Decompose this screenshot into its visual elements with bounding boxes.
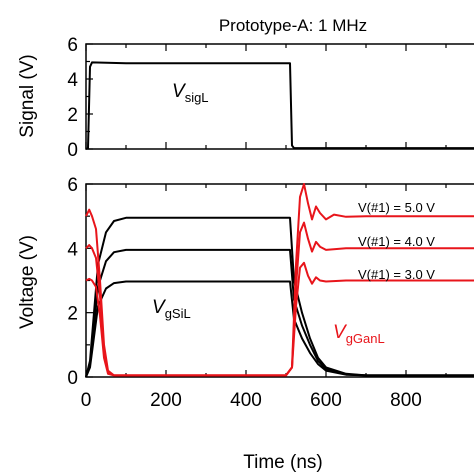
xlabel: Time (ns)	[243, 452, 323, 473]
annotation-5v: V(#1) = 5.0 V	[358, 200, 435, 215]
gsil-label-sub: gSiL	[165, 306, 191, 321]
gganl-label-main: V	[333, 322, 348, 343]
top-ytick-label: 2	[67, 105, 78, 126]
bottom-series	[85, 183, 474, 378]
bottom-series-line-5	[85, 261, 474, 377]
top-ytick-label: 4	[67, 70, 78, 91]
bottom-ytick-label: 2	[67, 304, 78, 325]
gganl-label-sub: gGanL	[346, 331, 385, 346]
top-ytick-label: 0	[67, 140, 78, 161]
bottom-xtick-label: 800	[390, 390, 422, 411]
bottom-xtick-label: 0	[81, 390, 92, 411]
annotation-4v: V(#1) = 4.0 V	[358, 234, 435, 249]
bottom-ytick-label: 4	[67, 239, 78, 260]
bottom-x-ticks: 020040060080010	[81, 184, 447, 411]
bottom-xtick-label: 200	[150, 390, 182, 411]
bottom-xtick-label: 600	[310, 390, 342, 411]
bottom-series-line-2	[85, 280, 474, 378]
gsil-label-main: V	[152, 297, 167, 318]
top-x-ticks	[85, 44, 447, 149]
bottom-series-line-1	[85, 248, 474, 378]
top-panel-frame	[85, 43, 474, 150]
top-series	[85, 61, 474, 150]
annotation-3v: V(#1) = 3.0 V	[358, 267, 435, 282]
chart-title: Prototype-A: 1 MHz	[219, 16, 367, 35]
top-ytick-label: 6	[67, 35, 78, 56]
bottom-ytick-label: 0	[67, 368, 78, 389]
bottom-series-line-3	[85, 183, 474, 377]
top-ylabel: Signal (V)	[17, 54, 38, 137]
sigl-label-sub: sigL	[185, 90, 209, 105]
sigl-label: VsigL	[172, 81, 209, 105]
gganl-label: VgGanL	[333, 322, 385, 346]
bottom-y-ticks: 0 2 4 6	[67, 175, 93, 389]
bottom-ytick-label: 6	[67, 175, 78, 196]
bottom-series-line-0	[85, 216, 474, 378]
gsil-label: VgSiL	[152, 297, 191, 321]
bottom-xtick-label: 400	[230, 390, 262, 411]
bottom-ylabel: Voltage (V)	[17, 235, 38, 329]
sigl-label-main: V	[172, 81, 187, 102]
top-panel: 0 2 4 6 Signal (V) VsigL	[17, 35, 474, 161]
top-series-line-0	[85, 61, 474, 150]
top-y-ticks: 0 2 4 6	[67, 35, 93, 161]
